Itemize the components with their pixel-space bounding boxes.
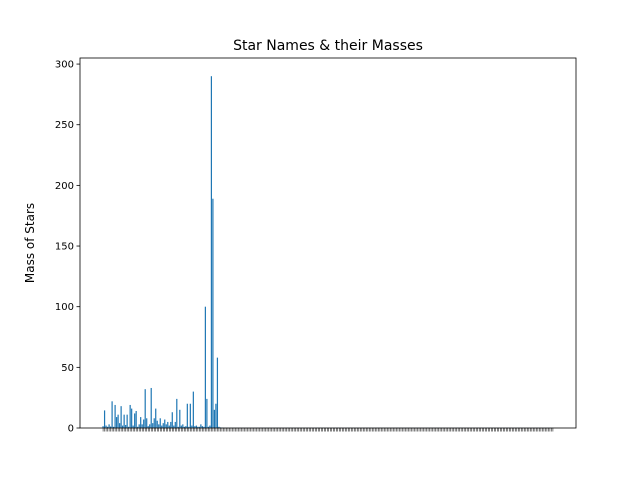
y-ticks-group: 0 50 100 150 200 250 300	[55, 60, 80, 435]
bar	[201, 426, 203, 428]
bar	[131, 408, 133, 428]
bar	[125, 424, 127, 428]
bar	[207, 426, 209, 428]
bar	[206, 398, 208, 428]
bar	[120, 406, 122, 428]
bar	[158, 424, 160, 428]
bar	[204, 306, 206, 428]
bar	[111, 401, 113, 428]
bar	[179, 409, 181, 428]
bar	[129, 404, 131, 428]
bar	[134, 413, 136, 428]
bar	[103, 410, 106, 428]
bar	[117, 414, 119, 428]
chart-title: Star Names & their Masses	[233, 38, 423, 54]
bar	[126, 414, 128, 428]
y-tick-label: 250	[55, 120, 74, 131]
bar	[216, 357, 219, 428]
bar	[146, 418, 148, 428]
bar	[144, 389, 146, 428]
bar	[156, 420, 158, 428]
bar	[128, 426, 130, 428]
bar	[147, 426, 149, 428]
bar	[212, 198, 214, 428]
bar	[102, 426, 104, 428]
bar	[122, 425, 124, 428]
y-tick-label: 300	[55, 60, 74, 71]
y-tick-label: 200	[55, 181, 74, 192]
bar	[150, 387, 152, 428]
x-ticks-group	[102, 428, 554, 432]
bar	[176, 398, 178, 428]
bar	[109, 426, 112, 428]
bar	[153, 418, 155, 428]
bar	[159, 418, 161, 428]
y-tick-label: 100	[55, 302, 74, 313]
bar	[132, 425, 134, 428]
bar	[189, 403, 191, 428]
bar	[194, 426, 196, 428]
bar	[174, 421, 176, 428]
bar	[188, 426, 190, 428]
bar	[137, 426, 139, 428]
bar	[200, 424, 202, 428]
bar	[182, 424, 184, 428]
bar	[123, 414, 125, 428]
bar	[167, 421, 169, 428]
bar	[152, 423, 154, 428]
bar	[165, 424, 167, 428]
bar	[155, 408, 157, 428]
bar	[215, 403, 217, 428]
y-axis-label: Mass of Stars	[23, 203, 37, 283]
bar	[114, 404, 116, 428]
y-tick-label: 0	[68, 424, 74, 435]
bar	[185, 426, 187, 428]
bar	[186, 403, 188, 428]
bar	[171, 412, 173, 428]
bar	[177, 426, 179, 428]
bar	[213, 409, 216, 428]
bars-group	[102, 76, 554, 429]
bar	[135, 411, 137, 428]
bar	[209, 425, 211, 428]
bar	[192, 391, 194, 428]
bar	[162, 423, 164, 428]
bar	[191, 425, 193, 428]
bar	[119, 423, 121, 428]
y-tick-label: 150	[55, 242, 74, 253]
bar	[113, 426, 115, 428]
bar	[170, 421, 172, 428]
bar	[210, 76, 213, 429]
bar	[140, 417, 142, 428]
bar	[218, 426, 220, 428]
bar	[143, 419, 145, 428]
bar	[161, 425, 163, 428]
bar	[164, 419, 166, 428]
bar	[173, 425, 175, 428]
bar	[106, 426, 109, 428]
bar	[149, 424, 151, 428]
plot-frame	[79, 57, 577, 429]
bar	[203, 426, 205, 428]
bar	[108, 424, 110, 428]
bar	[195, 425, 197, 428]
bar	[197, 426, 199, 428]
bar	[141, 424, 143, 428]
bar	[198, 426, 200, 428]
bar	[168, 425, 170, 428]
bar	[180, 425, 182, 428]
bar	[183, 426, 185, 428]
bar	[105, 425, 107, 428]
y-tick-label: 50	[61, 363, 74, 374]
bar	[138, 424, 140, 428]
bar	[116, 417, 118, 428]
